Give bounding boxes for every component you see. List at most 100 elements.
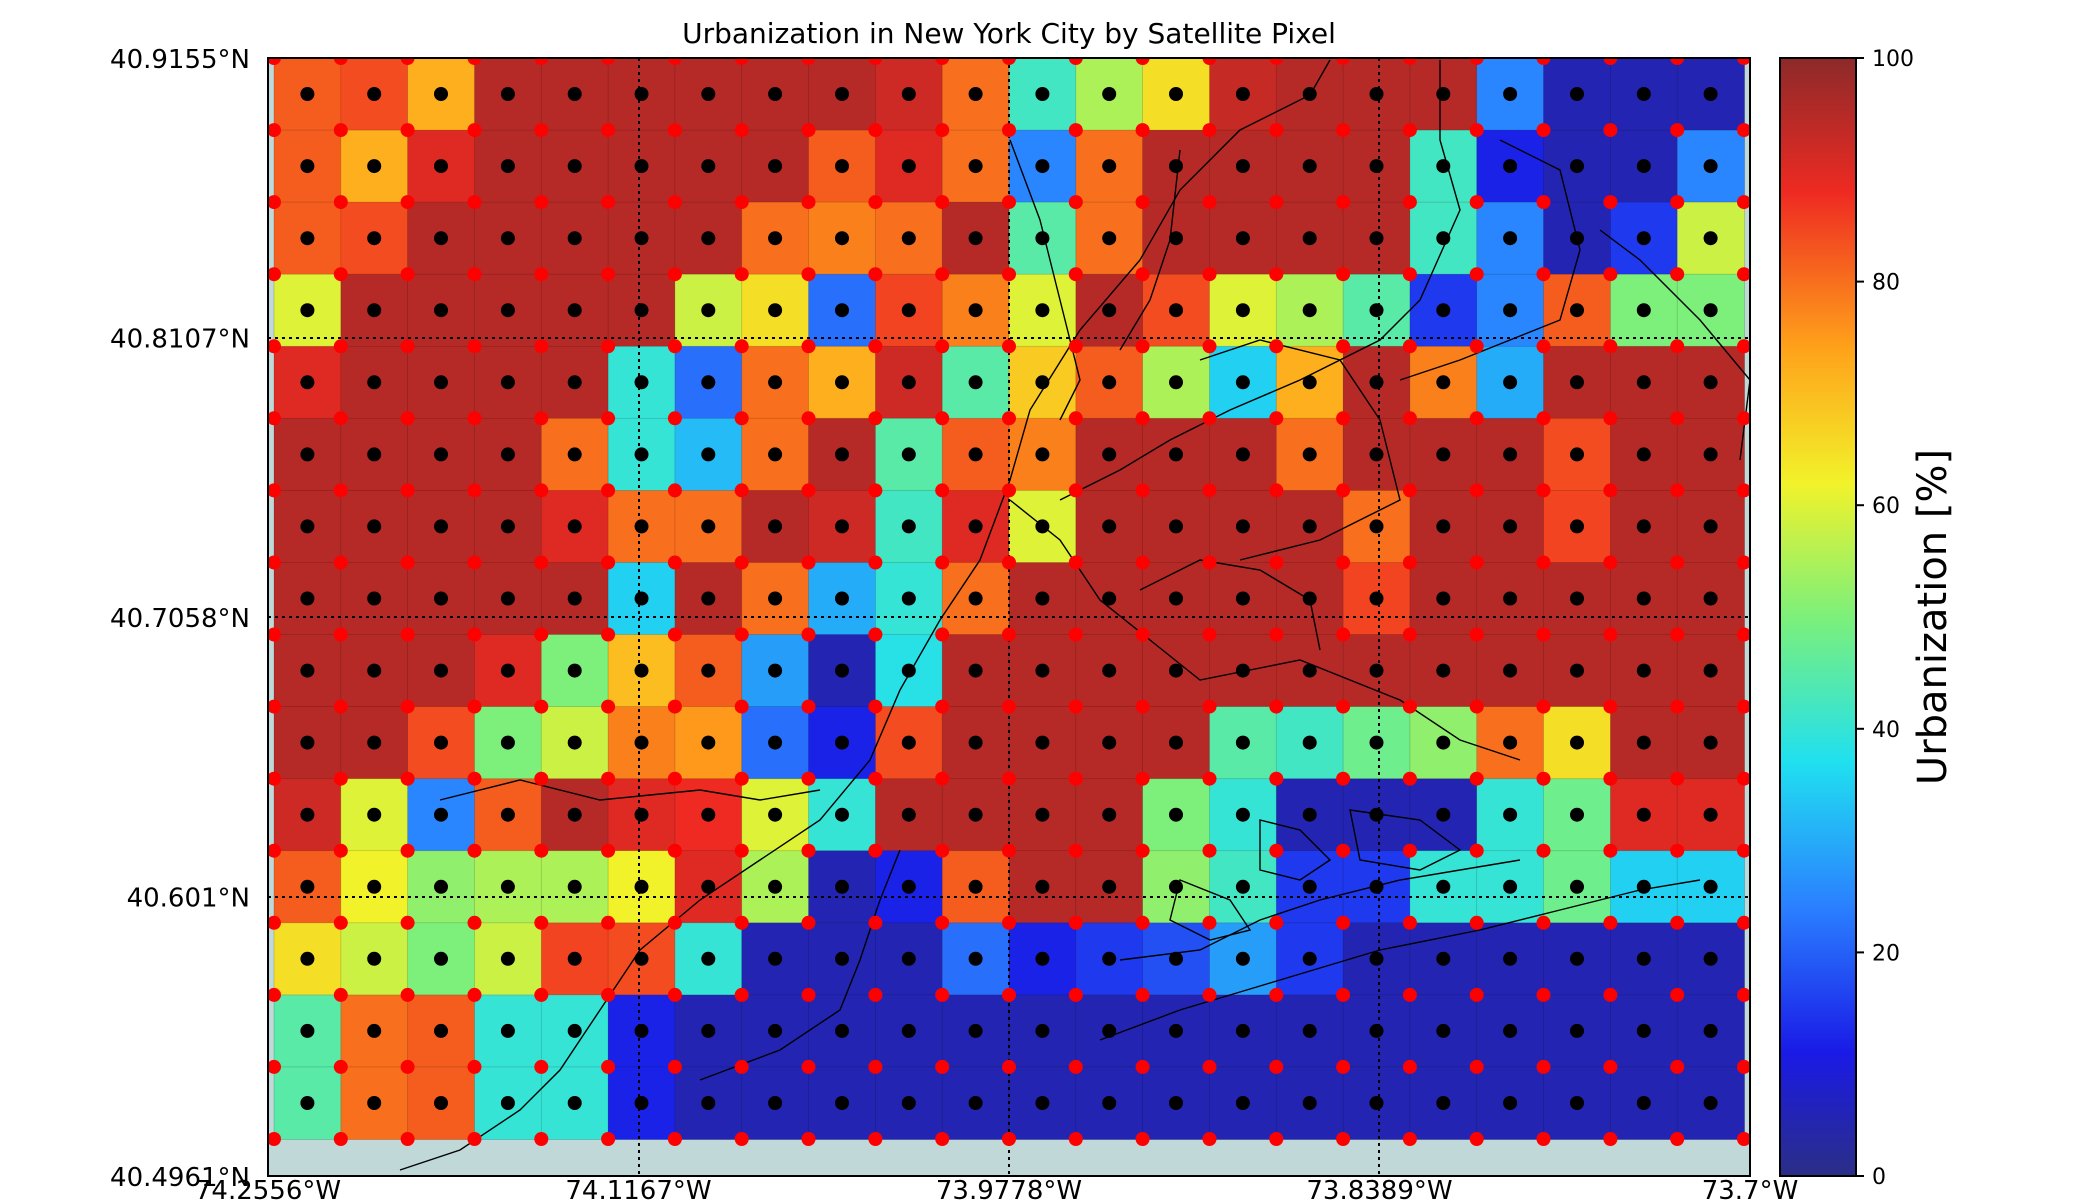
pixel-corner-point (1269, 411, 1284, 426)
pixel-corner-point (467, 411, 482, 426)
pixel-center-point (1102, 375, 1117, 390)
pixel-corner-point (1603, 843, 1618, 858)
pixel-center-point (1102, 1023, 1117, 1038)
x-tick-label: 73.8389°W (1306, 1176, 1452, 1200)
pixel-corner-point (1135, 195, 1150, 210)
pixel-center-point (1570, 735, 1584, 750)
pixel-corner-point (268, 267, 281, 282)
pixel-center-point (367, 735, 382, 750)
pixel-corner-point (935, 58, 950, 65)
pixel-corner-point (400, 195, 415, 210)
pixel-corner-point (1603, 123, 1618, 138)
pixel-center-point (901, 663, 916, 678)
pixel-corner-point (935, 1059, 950, 1074)
pixel-corner-point (1002, 915, 1016, 930)
pixel-center-point (500, 807, 515, 822)
pixel-center-point (701, 519, 716, 534)
pixel-corner-point (868, 843, 883, 858)
pixel-center-point (1102, 159, 1117, 174)
pixel-center-point (1503, 519, 1518, 534)
pixel-center-point (1369, 87, 1384, 101)
pixel-center-point (968, 159, 983, 174)
pixel-corner-point (534, 339, 549, 354)
pixel-corner-point (1269, 627, 1284, 642)
pixel-corner-point (1068, 843, 1083, 858)
pixel-center-point (768, 231, 783, 246)
colorbar-ticks: 0 20 40 60 80 100 (1856, 47, 1914, 1190)
pixel-corner-point (1135, 483, 1150, 498)
pixel-center-point (1436, 375, 1451, 390)
pixel-corner-point (1068, 339, 1083, 354)
pixel-center-point (968, 807, 983, 822)
pixel-corner-point (1002, 339, 1016, 354)
pixel-center-point (567, 447, 582, 462)
pixel-corner-point (868, 987, 883, 1002)
pixel-center-point (634, 87, 649, 101)
pixel-corner-point (1202, 483, 1217, 498)
pixel-center-point (1235, 375, 1250, 390)
pixel-center-point (300, 663, 315, 678)
pixel-center-point (300, 591, 315, 606)
heatmap-cell (1409, 129, 1478, 204)
pixel-corner-point (333, 699, 348, 714)
pixel-corner-point (935, 627, 950, 642)
pixel-corner-point (868, 771, 883, 786)
pixel-center-point (367, 87, 382, 101)
pixel-corner-point (1002, 411, 1016, 426)
pixel-center-point (1235, 231, 1250, 246)
pixel-corner-point (1469, 411, 1484, 426)
pixel-corner-point (1670, 123, 1685, 138)
pixel-corner-point (734, 411, 749, 426)
pixel-center-point (901, 231, 916, 246)
pixel-corner-point (534, 555, 549, 570)
pixel-corner-point (467, 339, 482, 354)
pixel-center-point (1302, 519, 1317, 534)
pixel-corner-point (1737, 123, 1750, 138)
pixel-center-point (768, 735, 783, 750)
pixel-center-point (1636, 375, 1651, 390)
pixel-corner-point (1670, 195, 1685, 210)
pixel-center-point (1302, 375, 1317, 390)
pixel-center-point (1436, 303, 1451, 318)
pixel-corner-point (935, 699, 950, 714)
pixel-corner-point (1737, 843, 1750, 858)
pixel-corner-point (1603, 771, 1618, 786)
pixel-corner-point (1068, 699, 1083, 714)
pixel-center-point (634, 879, 649, 894)
pixel-center-point (835, 447, 849, 462)
pixel-corner-point (1068, 771, 1083, 786)
pixel-center-point (1570, 1096, 1584, 1110)
pixel-center-point (968, 519, 983, 534)
pixel-center-point (768, 447, 783, 462)
pixel-center-point (1169, 231, 1183, 246)
pixel-corner-point (1536, 915, 1551, 930)
pixel-corner-point (601, 555, 616, 570)
pixel-corner-point (333, 627, 348, 642)
pixel-center-point (1636, 807, 1651, 822)
pixel-corner-point (734, 483, 749, 498)
pixel-corner-point (1469, 843, 1484, 858)
colorbar-tick-label: 80 (1872, 271, 1900, 296)
pixel-center-point (901, 447, 916, 462)
pixel-corner-point (1002, 555, 1016, 570)
pixel-center-point (1102, 735, 1117, 750)
pixel-corner-point (1670, 58, 1685, 65)
pixel-corner-point (1737, 483, 1750, 498)
pixel-corner-point (935, 915, 950, 930)
pixel-center-point (634, 591, 649, 606)
pixel-center-point (1302, 231, 1317, 246)
pixel-center-point (434, 303, 448, 318)
pixel-center-point (567, 159, 582, 174)
pixel-corner-point (801, 411, 816, 426)
pixel-corner-point (1469, 1132, 1484, 1146)
pixel-center-point (634, 303, 649, 318)
pixel-center-point (1302, 663, 1317, 678)
pixel-corner-point (1469, 195, 1484, 210)
pixel-corner-point (333, 1059, 348, 1074)
pixel-center-point (367, 807, 382, 822)
pixel-corner-point (400, 58, 415, 65)
pixel-corner-point (467, 555, 482, 570)
pixel-center-point (835, 519, 849, 534)
pixel-center-point (434, 951, 448, 966)
pixel-center-point (835, 231, 849, 246)
